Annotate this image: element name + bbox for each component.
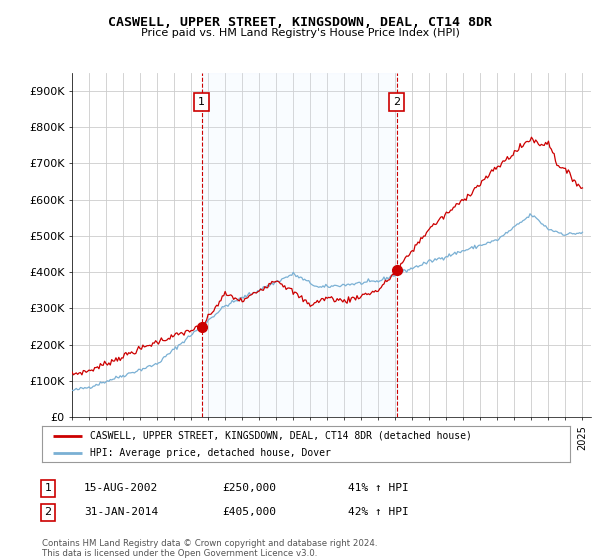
- Text: £250,000: £250,000: [222, 483, 276, 493]
- Text: Price paid vs. HM Land Registry's House Price Index (HPI): Price paid vs. HM Land Registry's House …: [140, 28, 460, 38]
- Text: Contains HM Land Registry data © Crown copyright and database right 2024.
This d: Contains HM Land Registry data © Crown c…: [42, 539, 377, 558]
- Text: 31-JAN-2014: 31-JAN-2014: [84, 507, 158, 517]
- Text: £405,000: £405,000: [222, 507, 276, 517]
- Text: 2: 2: [44, 507, 52, 517]
- Text: CASWELL, UPPER STREET, KINGSDOWN, DEAL, CT14 8DR (detached house): CASWELL, UPPER STREET, KINGSDOWN, DEAL, …: [89, 431, 472, 441]
- Text: 41% ↑ HPI: 41% ↑ HPI: [348, 483, 409, 493]
- Text: HPI: Average price, detached house, Dover: HPI: Average price, detached house, Dove…: [89, 448, 331, 458]
- Text: 1: 1: [44, 483, 52, 493]
- Text: 2: 2: [393, 97, 400, 107]
- Text: 15-AUG-2002: 15-AUG-2002: [84, 483, 158, 493]
- Text: 42% ↑ HPI: 42% ↑ HPI: [348, 507, 409, 517]
- Text: CASWELL, UPPER STREET, KINGSDOWN, DEAL, CT14 8DR: CASWELL, UPPER STREET, KINGSDOWN, DEAL, …: [108, 16, 492, 29]
- Bar: [202, 73, 397, 417]
- Text: 1: 1: [198, 97, 205, 107]
